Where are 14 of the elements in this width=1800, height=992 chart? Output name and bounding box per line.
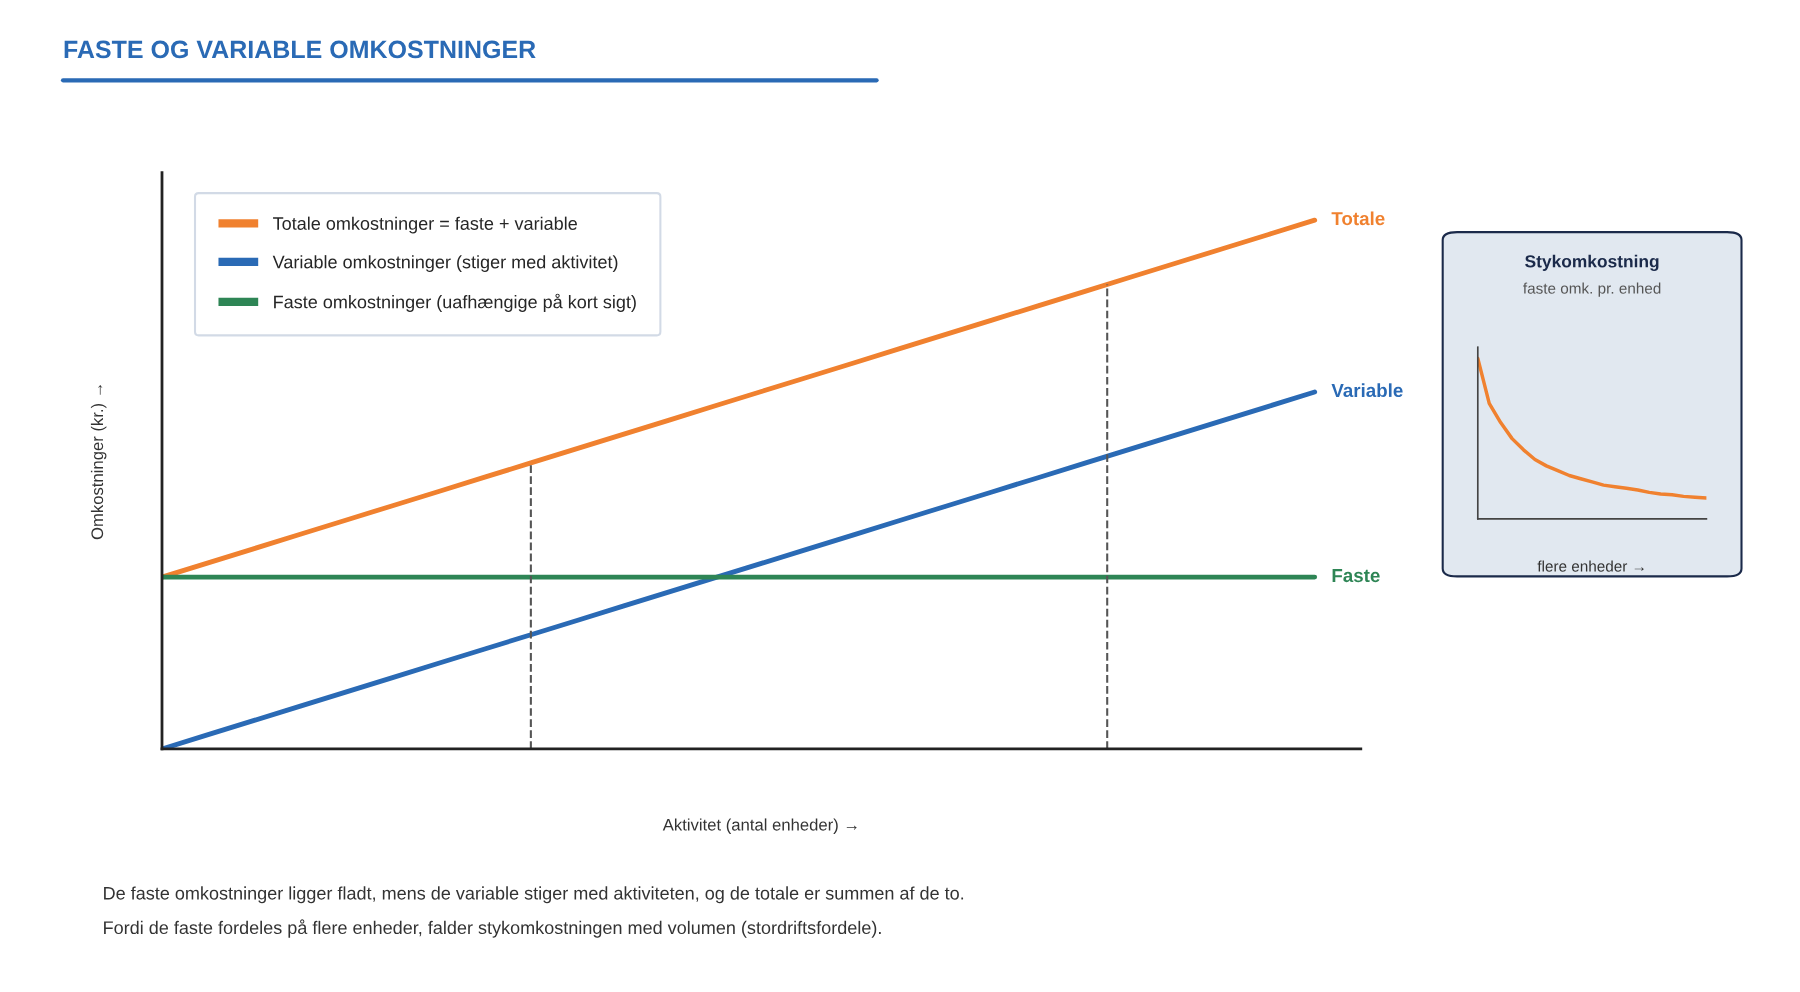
- chart-title: Stykomkostning: [1525, 254, 1659, 272]
- text: Fordi de faste fordeles på flere enheder, falder stykomkostningen med volumen (stordriftsfordele).: [104, 919, 881, 938]
- x-axis-title: flere enheder →: [1537, 560, 1644, 572]
- legend-label: Variable omkostninger (stiger med aktivitet): [272, 255, 618, 272]
- annotation: Faste: [1332, 569, 1380, 583]
- legend-label: Totale omkostninger = faste + variable: [273, 216, 577, 234]
- chart-subtitle: faste omk. pr. enhed: [1523, 282, 1661, 297]
- x-axis-title: Aktivitet (antal enheder) →: [662, 818, 857, 834]
- annotation: Variable: [1331, 383, 1403, 398]
- legend-label: Faste omkostninger (uafhængige på kort sigt): [274, 293, 636, 312]
- annotation: Totale: [1331, 211, 1385, 226]
- y-axis-title: Omkostninger (kr.) →: [90, 385, 107, 540]
- chart-title: FASTE OG VARIABLE OMKOSTNINGER: [64, 40, 536, 59]
- text: De faste omkostninger ligger fladt, mens de variable stiger med aktiviteten, og de totale er summen af de to.: [104, 886, 964, 904]
